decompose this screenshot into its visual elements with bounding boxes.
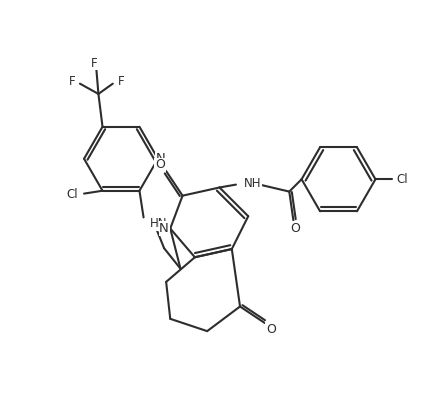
Text: O: O [265, 322, 275, 336]
Text: HN: HN [149, 217, 167, 230]
Text: Cl: Cl [66, 188, 78, 201]
Text: O: O [290, 222, 300, 235]
Text: Cl: Cl [396, 173, 407, 186]
Text: F: F [68, 75, 75, 88]
Text: F: F [91, 57, 97, 69]
Text: NH: NH [244, 177, 261, 190]
Text: N: N [159, 222, 169, 235]
Text: F: F [117, 75, 124, 88]
Text: N: N [155, 152, 165, 165]
Text: O: O [155, 158, 165, 171]
